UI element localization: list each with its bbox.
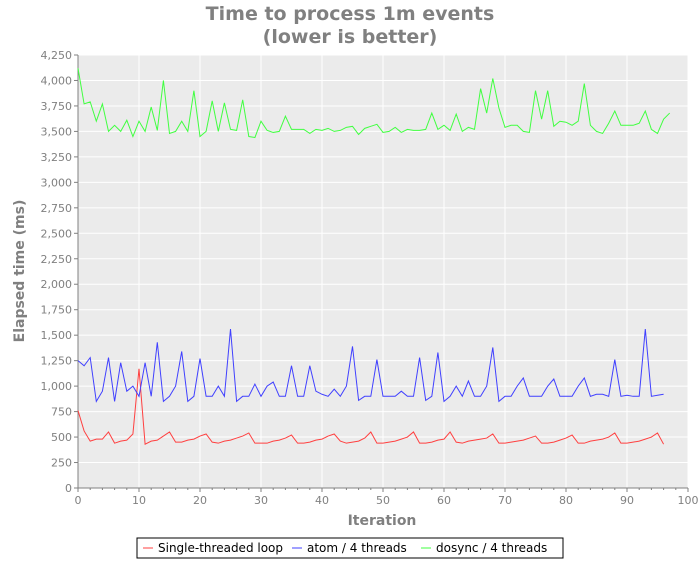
- legend-label-2: dosync / 4 threads: [436, 541, 547, 555]
- x-tick-label-5: 50: [376, 494, 390, 507]
- y-tick-label-13: 3,250: [41, 151, 73, 164]
- legend-label-0: Single-threaded loop: [158, 541, 283, 555]
- y-axis-title: Elapsed time (ms): [12, 200, 28, 343]
- x-tick-label-3: 30: [254, 494, 268, 507]
- y-tick-label-10: 2,500: [41, 227, 73, 240]
- x-tick-label-10: 100: [678, 494, 699, 507]
- x-axis-title: Iteration: [348, 513, 417, 529]
- x-tick-label-2: 20: [193, 494, 207, 507]
- x-tick-label-4: 40: [315, 494, 329, 507]
- y-tick-label-6: 1,500: [41, 329, 73, 342]
- y-tick-label-12: 3,000: [41, 176, 73, 189]
- y-tick-label-0: 0: [65, 482, 72, 495]
- chart-title-line-1: Time to process 1m events: [206, 3, 495, 25]
- y-tick-label-16: 4,000: [41, 74, 73, 87]
- legend: Single-threaded loop atom / 4 threads dosy…: [136, 537, 564, 559]
- y-tick-label-2: 500: [51, 431, 72, 444]
- x-tick-label-8: 80: [559, 494, 573, 507]
- y-tick-label-9: 2,250: [41, 253, 73, 266]
- x-tick-label-1: 10: [132, 494, 146, 507]
- y-tick-label-5: 1,250: [41, 355, 73, 368]
- y-tick-label-7: 1,750: [41, 304, 73, 317]
- plot-area: 02505007501,0001,2501,5001,7502,0002,250…: [41, 49, 699, 507]
- y-tick-label-8: 2,000: [41, 278, 73, 291]
- x-tick-label-7: 70: [498, 494, 512, 507]
- y-tick-label-17: 4,250: [41, 49, 73, 62]
- x-tick-label-0: 0: [75, 494, 82, 507]
- series-line-2: [77, 68, 671, 139]
- y-tick-label-11: 2,750: [41, 202, 73, 215]
- y-tick-label-1: 250: [51, 457, 72, 470]
- y-tick-label-3: 750: [51, 406, 72, 419]
- legend-label-1: atom / 4 threads: [307, 541, 407, 555]
- chart-title-line-2: (lower is better): [263, 26, 438, 48]
- legend-box: [136, 537, 564, 559]
- y-tick-label-14: 3,500: [41, 125, 73, 138]
- x-tick-label-6: 60: [437, 494, 451, 507]
- y-tick-label-15: 3,750: [41, 100, 73, 113]
- x-tick-label-9: 90: [620, 494, 634, 507]
- y-tick-label-4: 1,000: [41, 380, 73, 393]
- series-line-1: [77, 329, 664, 403]
- series-line-0: [77, 368, 665, 445]
